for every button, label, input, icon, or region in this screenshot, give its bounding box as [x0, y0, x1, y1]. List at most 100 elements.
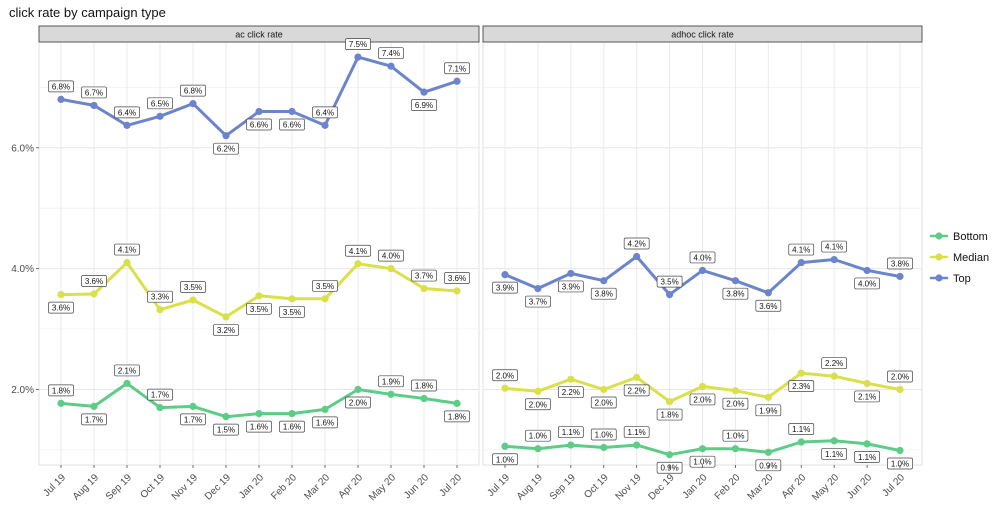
data-label-text: 1.1% [792, 425, 810, 434]
data-label-box [887, 257, 913, 270]
data-label-text: 6.9% [415, 101, 433, 110]
data-label-box [887, 370, 913, 383]
data-label-box [623, 426, 650, 438]
data-label-text: 4.1% [825, 243, 843, 252]
data-point-bottom [387, 390, 395, 398]
data-label-box [492, 281, 518, 294]
x-tick-label: Mar 20 [746, 472, 776, 502]
data-point-top [123, 121, 131, 129]
data-label-text: 6.5% [151, 99, 169, 108]
data-point-bottom [255, 410, 263, 418]
data-label-text: 1.1% [825, 450, 843, 459]
data-label-text: 3.2% [217, 326, 235, 335]
data-label-box [656, 275, 683, 288]
data-label-box [312, 279, 338, 292]
data-label: 1.1% [623, 426, 650, 438]
data-label: 1.1% [788, 423, 815, 435]
x-tick-label: Jul 19 [41, 472, 68, 499]
data-point-bottom [321, 405, 329, 414]
data-point-median [453, 287, 461, 295]
data-point-median [698, 382, 707, 391]
data-label: 3.6% [81, 275, 107, 287]
data-label-text: 1.1% [562, 428, 580, 437]
data-label-text: 2.1% [858, 392, 876, 401]
data-label: 7.1% [444, 62, 470, 75]
data-point-bottom [57, 399, 65, 407]
data-point-bottom [797, 438, 805, 446]
data-point-top [255, 107, 263, 116]
data-label-text: 2.1% [118, 366, 136, 375]
data-point-bottom [863, 440, 871, 448]
data-point-top [501, 271, 509, 279]
data-point-top [600, 277, 608, 285]
data-label-box [114, 243, 140, 256]
data-label: 2.2% [623, 384, 650, 397]
data-label-text: 3.8% [726, 290, 744, 299]
data-label-box [147, 97, 173, 110]
data-point-bottom [534, 445, 542, 453]
data-label-text: 2.2% [628, 386, 646, 395]
data-label: 6.8% [180, 84, 206, 97]
data-label: 4.1% [821, 240, 848, 253]
data-label: 3.6% [755, 299, 782, 312]
data-label-box [525, 295, 551, 308]
data-point-median [764, 393, 772, 401]
data-label: 1.0% [492, 453, 518, 466]
facet-strip [38, 25, 480, 43]
panel-ac: ac click rate 6.8% 6.7% 6.4% 6.5% 6.8% 6.2% 6.6… [38, 25, 480, 466]
data-label: 6.9% [411, 99, 437, 112]
data-label-text: 1.6% [316, 418, 334, 427]
data-point-top [863, 266, 871, 275]
data-label: 1.0% [722, 429, 749, 442]
data-point-top [354, 53, 362, 61]
data-label-text: 6.4% [118, 108, 136, 117]
data-label-text: 4.0% [382, 252, 400, 261]
data-label: 3.9% [492, 281, 518, 294]
data-label-box [525, 429, 551, 442]
data-label-box [821, 447, 848, 460]
data-point-top [222, 132, 230, 140]
data-label: 4.0% [378, 249, 404, 262]
data-label: 1.5% [213, 423, 239, 436]
data-label-box [411, 379, 437, 392]
legend-item-top: Top [929, 273, 971, 285]
data-point-bottom [830, 437, 838, 445]
y-axis: 2.0% 4.0% 6.0% [11, 143, 39, 396]
legend-key-point [935, 253, 943, 261]
data-label-box [279, 420, 305, 433]
data-label-box [525, 398, 551, 411]
data-point-top [633, 252, 641, 261]
data-label-box [213, 423, 239, 436]
data-label-box [492, 369, 518, 382]
data-point-median [633, 373, 641, 381]
x-tick-label: Sep 19 [104, 472, 134, 502]
data-label-box [821, 240, 848, 253]
data-label-box [246, 118, 272, 131]
data-label: 2.2% [557, 386, 584, 399]
data-point-top [567, 269, 575, 278]
y-tick-label: 6.0% [11, 143, 34, 154]
data-label: 1.8% [411, 379, 437, 392]
data-label-text: 2.2% [562, 388, 580, 397]
facet-strip [482, 25, 923, 43]
data-point-top [453, 77, 461, 85]
x-tick-label: Jul 20 [437, 472, 464, 499]
data-label-text: 6.6% [283, 120, 301, 129]
data-label-box [755, 299, 782, 312]
data-label-text: 1.1% [858, 453, 876, 462]
data-label-text: 6.6% [250, 120, 268, 129]
data-label-box [444, 62, 470, 75]
data-label-box [147, 388, 173, 401]
data-label-box [623, 384, 650, 397]
data-label: 6.6% [246, 118, 272, 131]
data-label-box [444, 410, 470, 423]
x-tick-label: Aug 19 [515, 472, 545, 502]
legend-item-bottom: Bottom [929, 231, 988, 243]
data-label-text: 4.1% [349, 247, 367, 256]
x-tick-label: Nov 19 [614, 472, 644, 502]
data-label-box [48, 301, 74, 314]
data-point-median [501, 384, 509, 392]
data-label-text: 3.3% [151, 293, 169, 302]
data-point-top [534, 284, 542, 293]
data-label-text: 4.1% [792, 246, 810, 255]
